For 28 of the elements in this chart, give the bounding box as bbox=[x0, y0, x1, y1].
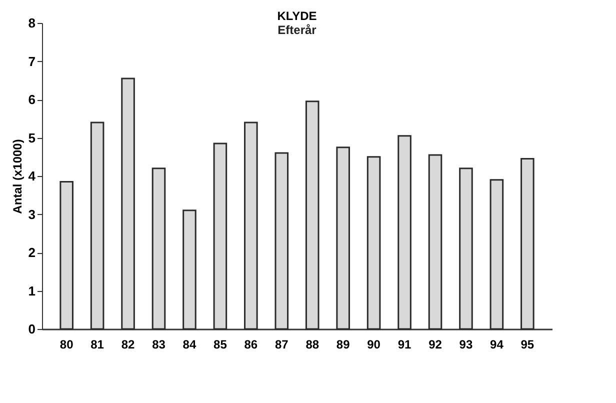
x-tick-label: 86 bbox=[244, 338, 258, 352]
x-tick-label: 93 bbox=[459, 338, 473, 352]
y-tick-label: 5 bbox=[28, 130, 36, 146]
x-tick-label: 85 bbox=[214, 338, 228, 352]
chart-subtitle: Efterår bbox=[278, 23, 317, 37]
y-tick-label: 4 bbox=[28, 168, 36, 184]
y-tick-label: 1 bbox=[28, 283, 36, 298]
x-tick-label: 87 bbox=[274, 338, 289, 352]
y-tick-label: 7 bbox=[28, 54, 36, 69]
x-tick-label: 88 bbox=[306, 338, 320, 352]
chart-title: KLYDE bbox=[277, 9, 317, 23]
x-tick-label: 84 bbox=[182, 338, 196, 352]
y-axis-title: Antal (x1000) bbox=[10, 139, 24, 214]
x-tick-label: 94 bbox=[490, 338, 504, 352]
y-tick-label: 2 bbox=[28, 245, 36, 260]
y-tick-label: 3 bbox=[28, 206, 36, 222]
x-tick-label: 81 bbox=[90, 338, 104, 352]
x-tick-label: 90 bbox=[367, 338, 381, 352]
x-tick-label: 80 bbox=[60, 338, 74, 352]
x-tick-label: 92 bbox=[428, 338, 442, 352]
x-tick-label: 95 bbox=[520, 338, 534, 352]
y-tick-label: 6 bbox=[28, 92, 36, 107]
x-tick-label: 89 bbox=[336, 338, 350, 352]
y-tick-label: 8 bbox=[28, 16, 36, 30]
x-tick-label: 91 bbox=[398, 338, 412, 352]
y-tick-label: 0 bbox=[28, 322, 36, 336]
x-tick-label: 83 bbox=[152, 338, 166, 352]
x-tick-label: 82 bbox=[121, 338, 136, 352]
